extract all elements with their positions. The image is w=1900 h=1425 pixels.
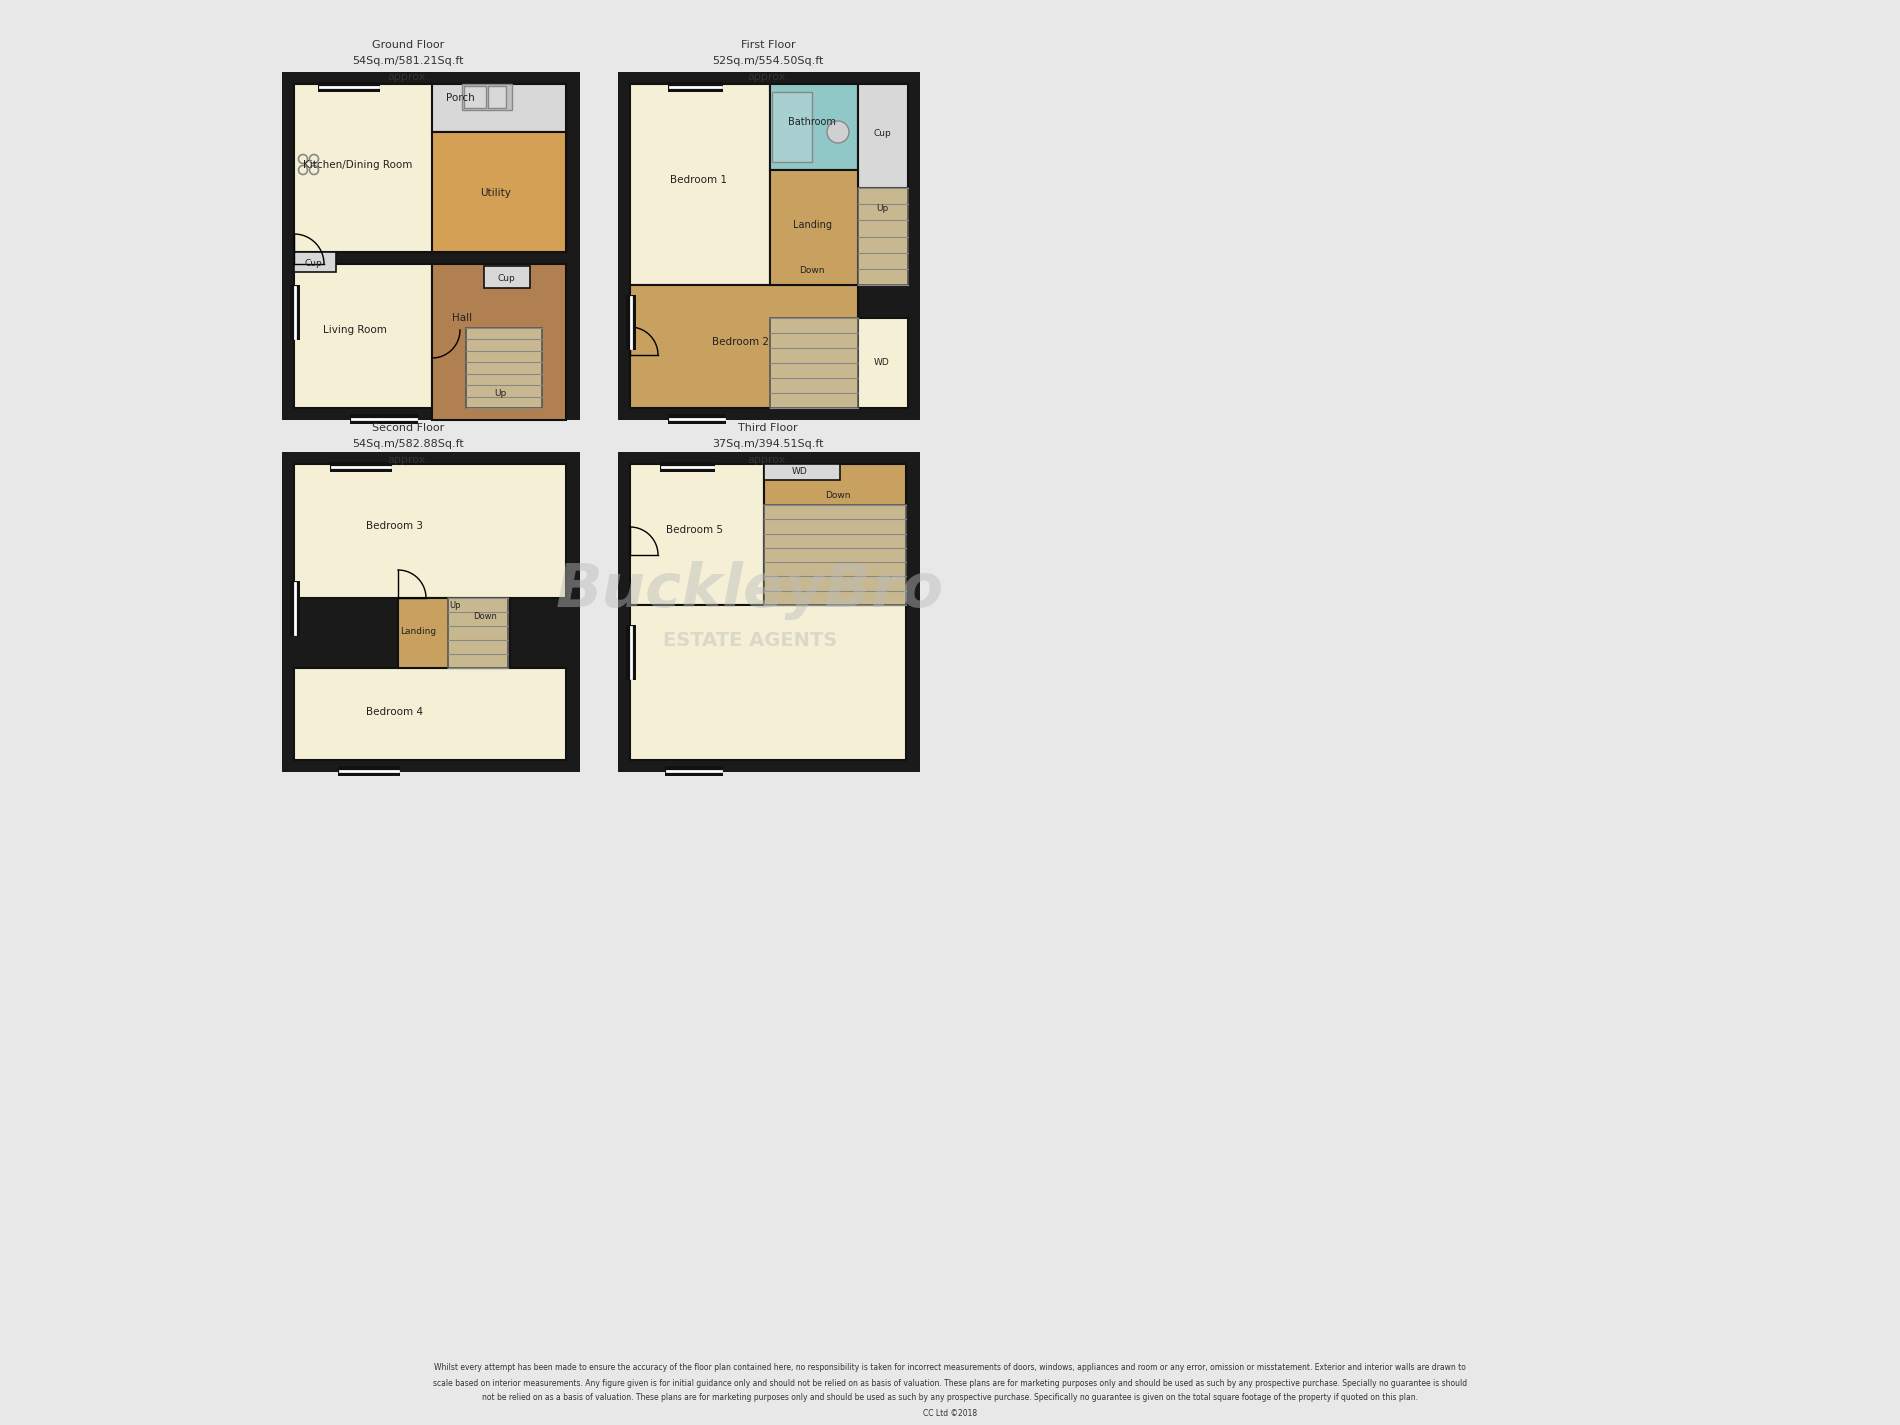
Bar <box>764 504 906 606</box>
Bar <box>431 84 566 133</box>
Text: ESTATE AGENTS: ESTATE AGENTS <box>663 630 838 650</box>
Bar <box>291 285 300 341</box>
Text: Up: Up <box>876 204 887 212</box>
Text: Utility: Utility <box>481 188 511 198</box>
Text: not be relied on as a basis of valuation. These plans are for marketing purposes: not be relied on as a basis of valuation… <box>483 1394 1417 1402</box>
Text: Bedroom 1: Bedroom 1 <box>669 175 726 185</box>
Text: Ground Floor: Ground Floor <box>372 40 445 50</box>
Bar <box>764 465 840 480</box>
Text: Bathroom: Bathroom <box>788 117 836 127</box>
Bar <box>625 295 636 351</box>
Bar <box>431 133 566 252</box>
Bar <box>669 83 724 93</box>
Bar <box>331 462 391 472</box>
Text: Living Room: Living Room <box>323 325 388 335</box>
Text: Porch: Porch <box>446 93 475 103</box>
Bar <box>464 86 486 108</box>
Bar <box>631 84 770 285</box>
Text: BuckleyBro: BuckleyBro <box>557 560 944 620</box>
Bar <box>338 767 401 777</box>
Text: 54Sq.m/582.88Sq.ft: 54Sq.m/582.88Sq.ft <box>352 439 464 449</box>
Text: Hall: Hall <box>452 314 471 323</box>
Text: Cup: Cup <box>498 274 515 282</box>
Bar <box>770 318 859 408</box>
Bar <box>659 462 714 472</box>
Bar <box>294 252 336 272</box>
Bar <box>770 170 859 285</box>
Text: Down: Down <box>825 490 851 500</box>
Text: Landing: Landing <box>399 627 437 636</box>
Text: Bedroom 2: Bedroom 2 <box>711 336 768 348</box>
Text: Second Floor: Second Floor <box>372 423 445 433</box>
Text: Bedroom 3: Bedroom 3 <box>367 522 424 532</box>
Bar <box>669 415 726 425</box>
Text: 37Sq.m/394.51Sq.ft: 37Sq.m/394.51Sq.ft <box>712 439 825 449</box>
Text: Up: Up <box>448 600 460 610</box>
Text: Bedroom 4: Bedroom 4 <box>367 707 424 717</box>
Bar <box>281 452 580 772</box>
Bar <box>618 73 920 420</box>
Text: Down: Down <box>473 611 498 620</box>
Bar <box>350 415 418 425</box>
Bar <box>317 83 380 93</box>
Bar <box>484 266 530 288</box>
Text: Bedroom 5: Bedroom 5 <box>665 524 722 534</box>
Text: WD: WD <box>874 358 889 366</box>
Bar <box>448 598 507 668</box>
Bar <box>859 84 908 188</box>
Text: WD: WD <box>792 466 808 476</box>
Bar <box>770 84 859 170</box>
Bar <box>291 581 300 636</box>
Bar <box>764 465 906 606</box>
Bar <box>618 452 920 772</box>
Text: Whilst every attempt has been made to ensure the accuracy of the floor plan cont: Whilst every attempt has been made to en… <box>433 1364 1467 1372</box>
Text: approx.: approx. <box>388 455 429 465</box>
Bar <box>625 626 636 680</box>
Text: Cup: Cup <box>874 128 891 137</box>
Text: Landing: Landing <box>792 219 832 229</box>
Bar <box>294 84 566 252</box>
Text: approx.: approx. <box>747 73 788 83</box>
Bar <box>397 598 509 668</box>
Bar <box>294 264 431 408</box>
Bar <box>665 767 724 777</box>
Text: First Floor: First Floor <box>741 40 796 50</box>
Text: Cup: Cup <box>304 258 321 268</box>
Bar <box>488 86 505 108</box>
Bar <box>281 73 580 420</box>
Text: approx.: approx. <box>388 73 429 83</box>
Text: Up: Up <box>494 389 505 398</box>
Bar <box>294 465 566 598</box>
Bar <box>859 318 908 408</box>
Bar <box>631 465 764 606</box>
Text: Kitchen/Dining Room: Kitchen/Dining Room <box>304 160 412 170</box>
Text: 52Sq.m/554.50Sq.ft: 52Sq.m/554.50Sq.ft <box>712 56 825 66</box>
Text: approx.: approx. <box>747 455 788 465</box>
Text: scale based on interior measurements. Any figure given is for initial guidance o: scale based on interior measurements. An… <box>433 1378 1467 1388</box>
Bar <box>431 264 566 420</box>
Bar <box>294 668 566 760</box>
Bar <box>859 188 908 285</box>
Bar <box>631 606 906 760</box>
Bar <box>462 84 511 110</box>
Bar <box>466 328 542 408</box>
Circle shape <box>826 121 849 142</box>
Text: Third Floor: Third Floor <box>739 423 798 433</box>
Bar <box>631 285 859 408</box>
Text: CC Ltd ©2018: CC Ltd ©2018 <box>923 1408 977 1418</box>
Bar <box>771 93 811 162</box>
Text: Down: Down <box>800 265 825 275</box>
Bar <box>294 84 566 252</box>
Text: 54Sq.m/581.21Sq.ft: 54Sq.m/581.21Sq.ft <box>352 56 464 66</box>
